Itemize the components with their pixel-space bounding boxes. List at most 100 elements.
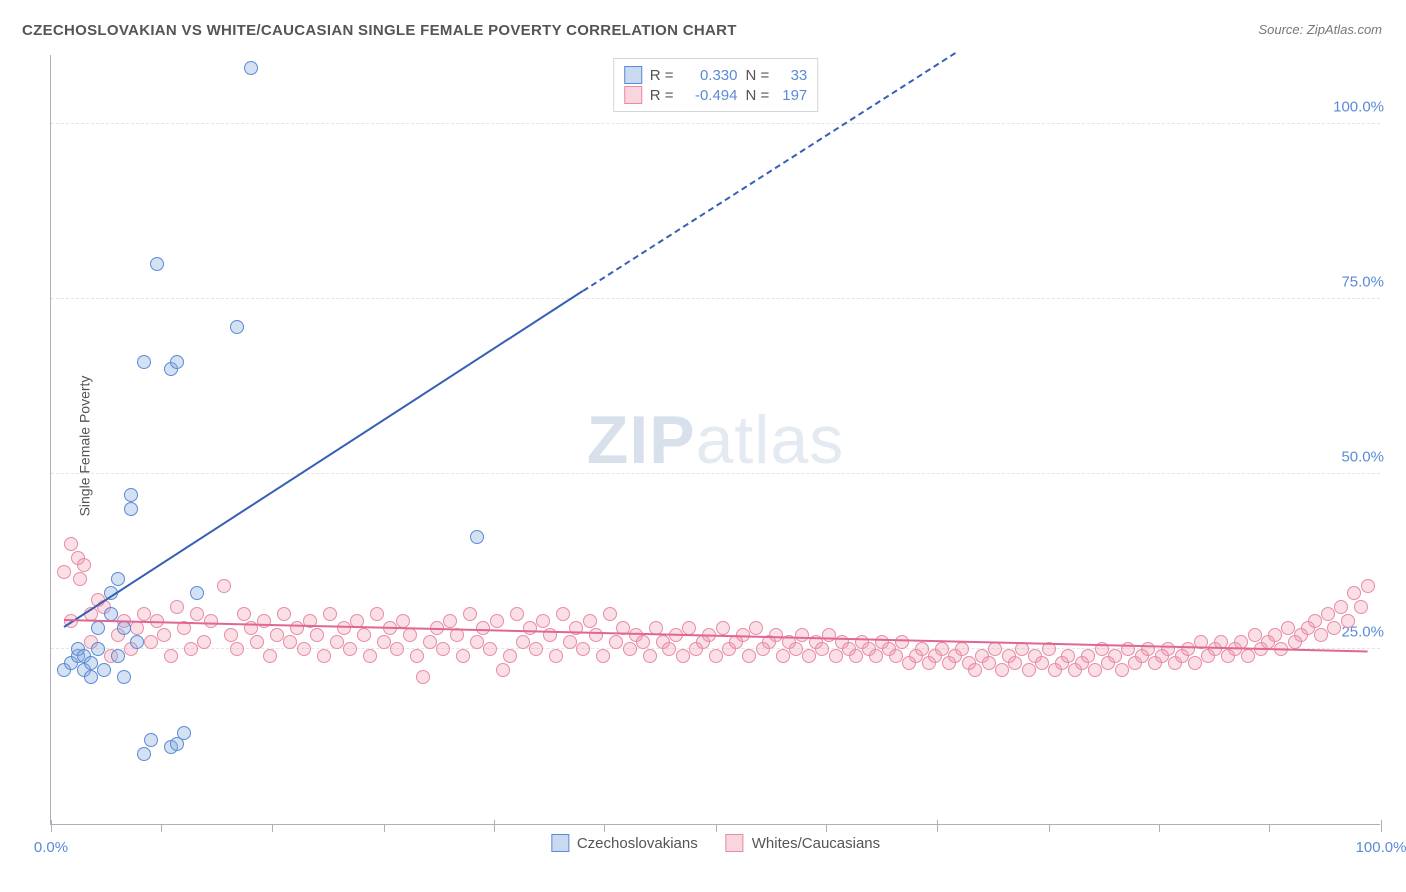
r-label: R = [650,67,674,84]
x-tick-label-right: 100.0% [1356,839,1406,856]
data-point [310,628,324,642]
data-point [343,642,357,656]
source-label: Source: ZipAtlas.com [1258,22,1382,37]
data-point [556,607,570,621]
x-tick [1381,820,1382,832]
r-value: -0.494 [682,87,738,104]
x-tick [1269,824,1270,832]
data-point [968,663,982,677]
data-point [217,579,231,593]
data-point [91,642,105,656]
data-point [1241,649,1255,663]
data-point [623,642,637,656]
data-point [370,607,384,621]
data-point [889,649,903,663]
data-point [363,649,377,663]
data-point [662,642,676,656]
data-point [137,747,151,761]
data-point [523,621,537,635]
data-point [237,607,251,621]
data-point [1108,649,1122,663]
legend-bottom: Czechoslovakians Whites/Caucasians [551,832,880,854]
x-tick [716,824,717,832]
data-point [230,320,244,334]
x-tick [51,820,52,832]
data-point [496,663,510,677]
n-label: N = [746,87,770,104]
data-point [77,558,91,572]
data-point [549,649,563,663]
data-point [643,649,657,663]
data-point [111,572,125,586]
data-point [516,635,530,649]
legend-stat-row: R = -0.494 N = 197 [624,86,808,104]
data-point [1308,614,1322,628]
data-point [603,607,617,621]
n-label: N = [746,67,770,84]
data-point [317,649,331,663]
data-point [144,733,158,747]
chart-title: CZECHOSLOVAKIAN VS WHITE/CAUCASIAN SINGL… [22,22,737,39]
data-point [1268,628,1282,642]
r-value: 0.330 [682,67,738,84]
x-tick [1159,824,1160,832]
scatter-plot: ZIPatlas R = 0.330 N = 33 R = -0.494 N =… [50,55,1380,825]
data-point [1341,614,1355,628]
data-point [716,621,730,635]
legend-item: Whites/Caucasians [726,834,880,852]
legend-item: Czechoslovakians [551,834,698,852]
data-point [769,628,783,642]
x-tick [937,820,938,832]
data-point [337,621,351,635]
data-point [190,607,204,621]
data-point [1354,600,1368,614]
n-value: 33 [777,67,807,84]
data-point [576,642,590,656]
data-point [470,530,484,544]
data-point [330,635,344,649]
watermark: ZIPatlas [587,401,844,479]
data-point [1161,642,1175,656]
data-point [84,670,98,684]
data-point [676,649,690,663]
data-point [536,614,550,628]
data-point [463,607,477,621]
data-point [1088,663,1102,677]
data-point [476,621,490,635]
data-point [1188,656,1202,670]
data-point [224,628,238,642]
data-point [244,61,258,75]
data-point [815,642,829,656]
data-point [1061,649,1075,663]
data-point [483,642,497,656]
data-point [436,642,450,656]
data-point [111,649,125,663]
data-point [1022,663,1036,677]
data-point [1035,656,1049,670]
data-point [416,670,430,684]
data-point [73,572,87,586]
data-point [144,635,158,649]
x-tick [604,824,605,832]
y-tick-label: 100.0% [1331,99,1386,116]
data-point [935,642,949,656]
data-point [749,621,763,635]
data-point [443,614,457,628]
legend-label: Whites/Caucasians [752,835,880,852]
data-point [190,586,204,600]
data-point [124,502,138,516]
data-point [197,635,211,649]
data-point [1361,579,1375,593]
data-point [164,649,178,663]
data-point [270,628,284,642]
data-point [410,649,424,663]
x-tick [384,824,385,832]
x-tick-label-left: 0.0% [34,839,68,856]
data-point [802,649,816,663]
x-tick [826,824,827,832]
data-point [117,670,131,684]
data-point [982,656,996,670]
data-point [170,355,184,369]
x-tick [1049,824,1050,832]
data-point [995,663,1009,677]
